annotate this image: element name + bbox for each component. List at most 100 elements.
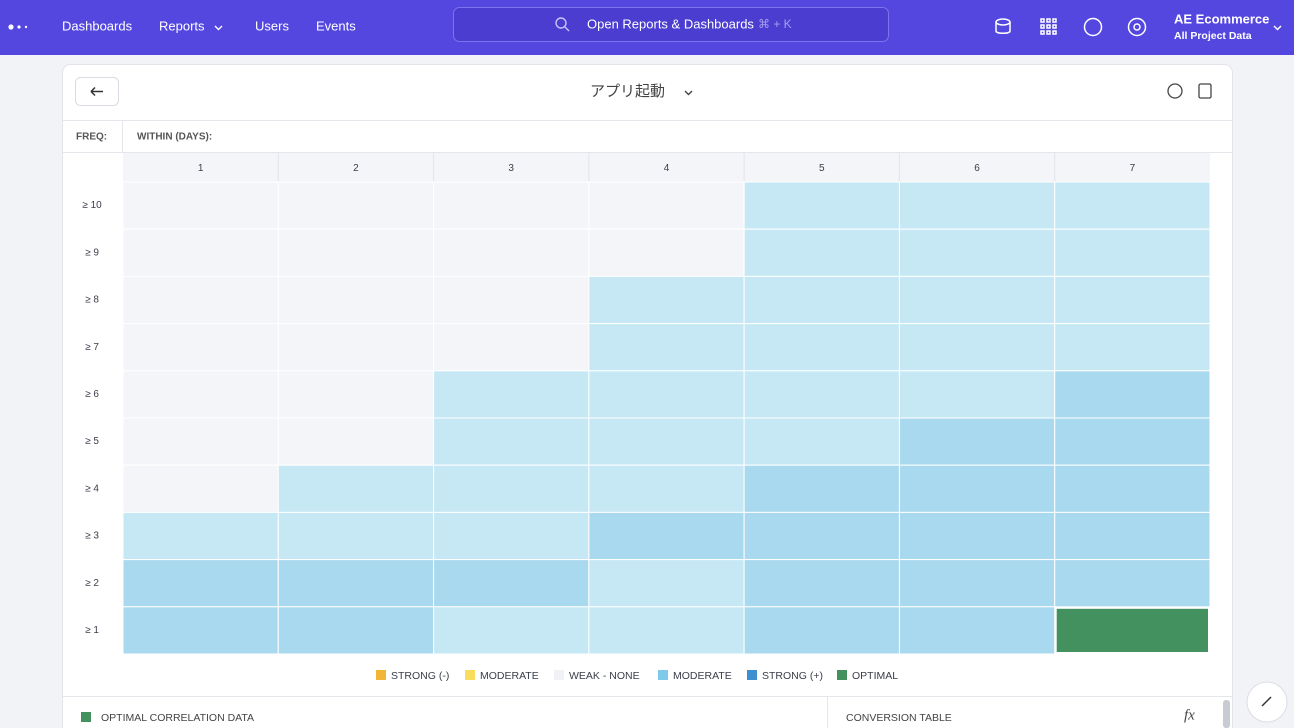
nav-item[interactable]: Dashboards	[62, 18, 133, 33]
heat-cell[interactable]	[743, 417, 900, 466]
heat-cell[interactable]	[898, 559, 1056, 608]
nav-item[interactable]: Users	[255, 18, 289, 33]
heat-cell[interactable]	[433, 606, 590, 655]
heat-cell[interactable]	[277, 275, 435, 325]
heat-cell[interactable]	[743, 275, 900, 325]
heat-cell[interactable]	[122, 323, 279, 372]
heat-cell[interactable]	[588, 228, 745, 277]
logo[interactable]	[8, 24, 28, 30]
heat-cell[interactable]	[433, 511, 590, 561]
heat-cell[interactable]	[433, 464, 590, 513]
heat-cell[interactable]	[898, 181, 1056, 230]
nav-item[interactable]: Events	[316, 18, 356, 33]
legend-swatch	[747, 670, 757, 680]
heat-cell[interactable]	[1054, 181, 1211, 230]
heat-cell[interactable]	[743, 606, 900, 655]
heat-cell[interactable]	[588, 511, 745, 561]
heat-cell[interactable]	[1054, 228, 1211, 277]
project-name[interactable]: AE Ecommerce	[1174, 11, 1269, 26]
report-title[interactable]: アプリ起動	[590, 83, 665, 100]
heat-cell[interactable]	[588, 323, 745, 372]
heat-cell[interactable]	[122, 228, 279, 277]
heat-cell[interactable]	[433, 417, 590, 466]
heat-cell[interactable]	[1054, 275, 1211, 325]
legend-swatch	[376, 670, 386, 680]
heat-cell[interactable]	[898, 417, 1056, 466]
heat-cell[interactable]	[743, 559, 900, 608]
heat-cell[interactable]	[898, 511, 1056, 561]
heat-cell[interactable]	[277, 323, 435, 372]
column-label: 3	[508, 163, 514, 174]
back-icon	[90, 86, 103, 97]
heat-cell[interactable]	[588, 370, 745, 419]
column-label: 5	[819, 163, 825, 174]
heat-cell[interactable]	[277, 464, 435, 513]
heat-cell[interactable]	[898, 606, 1056, 655]
heat-cell[interactable]	[588, 559, 745, 608]
nav-item[interactable]: Reports	[159, 18, 205, 33]
heat-cell[interactable]	[588, 275, 745, 325]
heat-cell[interactable]	[743, 370, 900, 419]
heat-cell[interactable]	[743, 228, 900, 277]
within-label: WITHIN (DAYS):	[137, 132, 212, 143]
heat-cell[interactable]	[743, 464, 900, 513]
search-box[interactable]	[453, 7, 889, 42]
column-label: 7	[1130, 163, 1136, 174]
heat-cell[interactable]	[1054, 417, 1211, 466]
legend-swatch	[465, 670, 475, 680]
heat-cell[interactable]	[277, 228, 435, 277]
scrollbar[interactable]	[1223, 700, 1230, 728]
heat-cell[interactable]	[743, 511, 900, 561]
heat-cell[interactable]	[277, 181, 435, 230]
heat-cell[interactable]	[433, 181, 590, 230]
heat-cell[interactable]	[743, 323, 900, 372]
panel-title: CONVERSION TABLE	[846, 712, 952, 724]
heat-cell[interactable]	[122, 464, 279, 513]
heat-cell[interactable]	[898, 323, 1056, 372]
formula-icon[interactable]: fx	[1184, 707, 1195, 723]
info-icon[interactable]	[1167, 83, 1183, 99]
search-placeholder: Open Reports & Dashboards	[587, 16, 754, 31]
heat-cell[interactable]	[433, 228, 590, 277]
heat-cell[interactable]	[1054, 464, 1211, 513]
heat-cell[interactable]	[588, 181, 745, 230]
heat-cell[interactable]	[588, 606, 745, 655]
heat-cell[interactable]	[898, 464, 1056, 513]
heat-cell[interactable]	[122, 370, 279, 419]
heat-cell[interactable]	[898, 370, 1056, 419]
heat-cell[interactable]	[898, 275, 1056, 325]
heat-cell[interactable]	[277, 511, 435, 561]
panel-icon	[81, 712, 91, 722]
heat-cell[interactable]	[1054, 511, 1211, 561]
link-icon	[1261, 696, 1272, 707]
heat-cell[interactable]	[1054, 559, 1211, 608]
heat-cell[interactable]	[122, 181, 279, 230]
dropdown-icon	[214, 25, 223, 31]
heat-cell[interactable]	[277, 370, 435, 419]
heat-cell[interactable]	[1054, 370, 1211, 419]
heat-cell[interactable]	[898, 228, 1056, 277]
heat-cell[interactable]	[122, 417, 279, 466]
legend-label: OPTIMAL	[852, 670, 898, 682]
heat-cell[interactable]	[1054, 606, 1210, 654]
heat-cell[interactable]	[122, 559, 279, 608]
heat-cell[interactable]	[433, 323, 590, 372]
legend-label: MODERATE	[673, 670, 732, 682]
dropdown-icon	[684, 90, 693, 96]
heat-cell[interactable]	[433, 559, 590, 608]
row-label: ≥ 2	[85, 578, 99, 589]
heat-cell[interactable]	[1054, 323, 1211, 372]
csv-icon[interactable]	[1198, 83, 1212, 99]
heat-cell[interactable]	[122, 606, 279, 655]
heat-cell[interactable]	[433, 275, 590, 325]
heat-cell[interactable]	[433, 370, 590, 419]
heat-cell[interactable]	[588, 417, 745, 466]
heat-cell[interactable]	[277, 417, 435, 466]
heat-cell[interactable]	[277, 606, 435, 655]
heat-cell[interactable]	[122, 511, 279, 561]
heat-cell[interactable]	[122, 275, 279, 325]
heat-cell[interactable]	[743, 181, 900, 230]
row-label: ≥ 4	[85, 483, 99, 494]
heat-cell[interactable]	[277, 559, 435, 608]
heat-cell[interactable]	[588, 464, 745, 513]
